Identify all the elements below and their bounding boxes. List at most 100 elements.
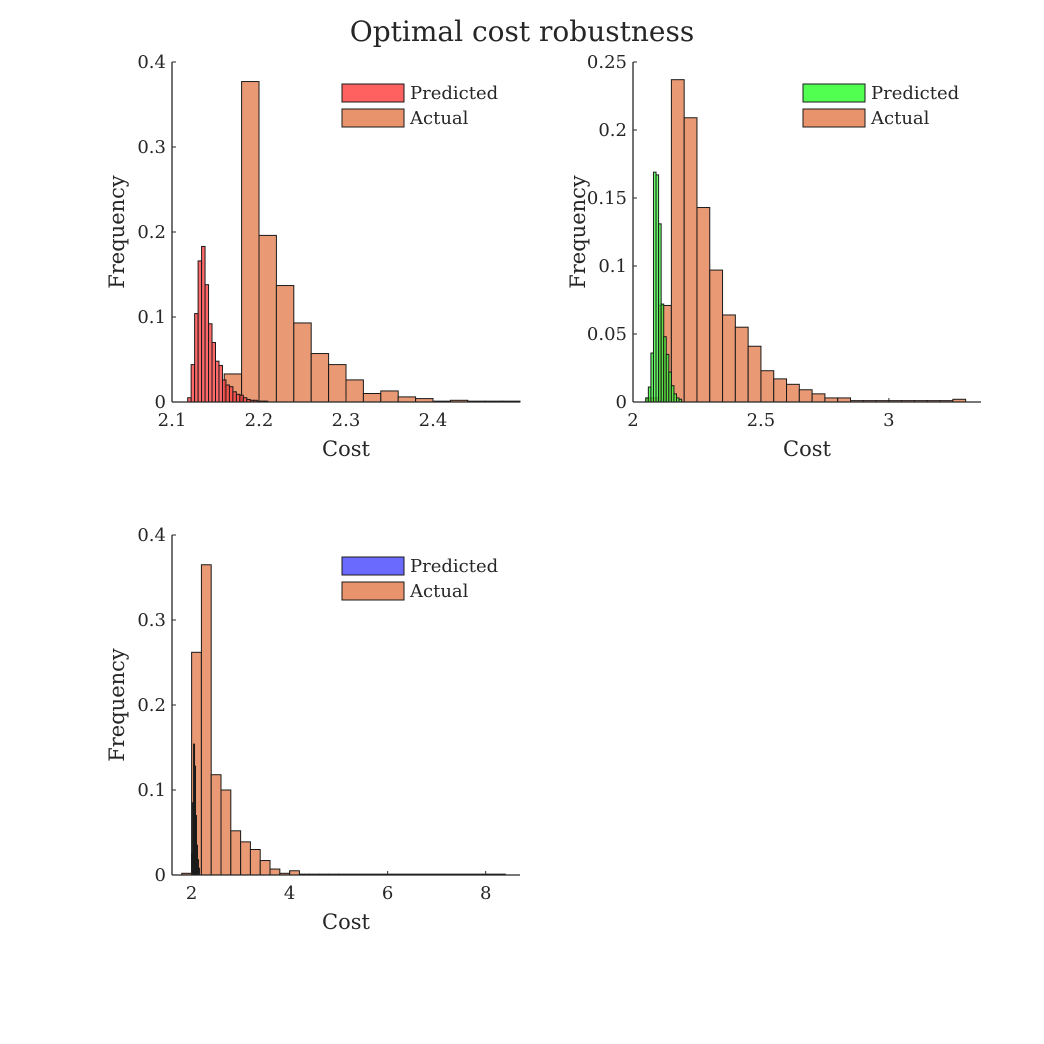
x-tick-label: 2.1 xyxy=(158,410,187,431)
y-tick-label: 0.4 xyxy=(137,525,166,546)
actual-bar xyxy=(249,849,261,876)
predicted-bar xyxy=(221,379,227,403)
legend-swatch-actual xyxy=(341,581,405,601)
x-tick-label: 6 xyxy=(382,883,393,904)
y-axis-label: Frequency xyxy=(105,175,129,289)
y-tick-label: 0 xyxy=(155,865,166,886)
predicted-bar xyxy=(190,364,196,403)
y-tick-label: 0.2 xyxy=(598,120,627,141)
predicted-bar xyxy=(215,360,220,403)
legend-swatch-predicted xyxy=(341,83,405,103)
predicted-bar xyxy=(194,313,199,403)
actual-bar xyxy=(210,774,222,876)
series-predicted xyxy=(645,171,683,403)
actual-bar xyxy=(258,234,277,403)
x-axis-label: Cost xyxy=(322,437,370,461)
subplot-3: 0 0.1 0.2 0.3 0.4 2 4 6 8 Cost Frequency Predicted A… xyxy=(105,525,520,934)
actual-bar xyxy=(760,370,775,403)
legend-label-predicted: Predicted xyxy=(410,556,498,577)
legend-swatch-predicted xyxy=(802,83,866,103)
x-tick-label: 2.5 xyxy=(747,410,776,431)
legend: Predicted Actual xyxy=(802,83,959,129)
y-tick-label: 0.3 xyxy=(137,610,166,631)
legend-label-predicted: Predicted xyxy=(871,83,959,104)
y-tick-label: 0.1 xyxy=(598,256,627,277)
predicted-bar xyxy=(197,260,203,403)
actual-bar xyxy=(220,789,232,876)
x-tick-label: 2 xyxy=(186,883,197,904)
y-tick-label: 0.1 xyxy=(137,307,166,328)
actual-bar xyxy=(240,841,251,876)
x-tick-label: 2.4 xyxy=(419,410,448,431)
predicted-bar xyxy=(201,245,206,403)
legend-label-actual: Actual xyxy=(409,581,469,602)
predicted-bar xyxy=(197,867,200,876)
predicted-bar xyxy=(235,393,241,403)
actual-bar xyxy=(747,345,762,403)
figure-title: Optimal cost robustness xyxy=(350,15,694,48)
y-axis-label: Frequency xyxy=(566,175,590,289)
actual-bar xyxy=(241,81,260,403)
actual-bar xyxy=(683,117,698,403)
subplot-2: 0 0.05 0.1 0.15 0.2 0.25 2 2.5 3 Cost Frequency Pre… xyxy=(566,52,981,461)
actual-bar xyxy=(709,269,724,403)
x-tick-label: 2.2 xyxy=(245,410,274,431)
actual-bar xyxy=(230,830,242,876)
x-tick-label: 2.3 xyxy=(332,410,361,431)
x-tick-label: 2 xyxy=(627,410,638,431)
actual-bar xyxy=(200,564,212,876)
legend: Predicted Actual xyxy=(341,83,498,129)
legend: Predicted Actual xyxy=(341,556,498,602)
actual-bar xyxy=(722,314,736,403)
actual-bar xyxy=(397,396,417,403)
x-axis-label: Cost xyxy=(322,910,370,934)
predicted-bar xyxy=(211,342,217,403)
actual-bar xyxy=(269,868,281,876)
actual-bar xyxy=(380,390,399,403)
y-tick-label: 0.1 xyxy=(137,780,166,801)
y-axis-label: Frequency xyxy=(105,648,129,762)
y-tick-label: 0 xyxy=(616,392,627,413)
actual-bar xyxy=(293,322,312,403)
y-tick-label: 0.05 xyxy=(587,324,627,345)
series-actual xyxy=(181,564,506,876)
x-tick-label: 8 xyxy=(480,883,491,904)
actual-bar xyxy=(328,364,347,403)
legend-swatch-predicted xyxy=(341,556,405,576)
y-tick-label: 0.3 xyxy=(137,137,166,158)
actual-bar xyxy=(734,326,749,403)
actual-bar xyxy=(786,383,800,403)
legend-label-actual: Actual xyxy=(870,108,930,129)
actual-bar xyxy=(362,393,382,403)
predicted-bar xyxy=(208,323,213,403)
subplot-1: 0 0.1 0.2 0.3 0.4 2.1 2.2 2.3 2.4 Cost Frequency Pr… xyxy=(105,52,521,461)
legend-label-predicted: Predicted xyxy=(410,83,498,104)
y-tick-label: 0.2 xyxy=(137,695,166,716)
predicted-bar xyxy=(232,391,237,403)
legend-swatch-actual xyxy=(341,108,405,128)
legend-swatch-actual xyxy=(802,108,866,128)
x-axis-label: Cost xyxy=(783,437,831,461)
actual-bar xyxy=(798,389,813,403)
y-tick-label: 0.2 xyxy=(137,222,166,243)
y-tick-label: 0 xyxy=(155,392,166,413)
y-tick-label: 0.15 xyxy=(587,188,627,209)
actual-bar xyxy=(811,393,826,403)
actual-bar xyxy=(345,379,364,403)
predicted-bar xyxy=(225,384,230,403)
y-tick-label: 0.4 xyxy=(137,52,166,73)
x-tick-label: 3 xyxy=(883,410,894,431)
series-actual xyxy=(223,81,521,403)
predicted-bar xyxy=(239,394,244,403)
actual-bar xyxy=(259,860,271,876)
actual-bar xyxy=(310,353,330,403)
x-tick-label: 4 xyxy=(284,883,295,904)
predicted-bar xyxy=(218,364,223,403)
actual-bar xyxy=(773,378,788,403)
actual-bar xyxy=(696,207,711,403)
y-tick-label: 0.25 xyxy=(587,52,627,73)
actual-bar xyxy=(275,285,295,403)
actual-bar xyxy=(670,79,685,403)
legend-label-actual: Actual xyxy=(409,108,469,129)
